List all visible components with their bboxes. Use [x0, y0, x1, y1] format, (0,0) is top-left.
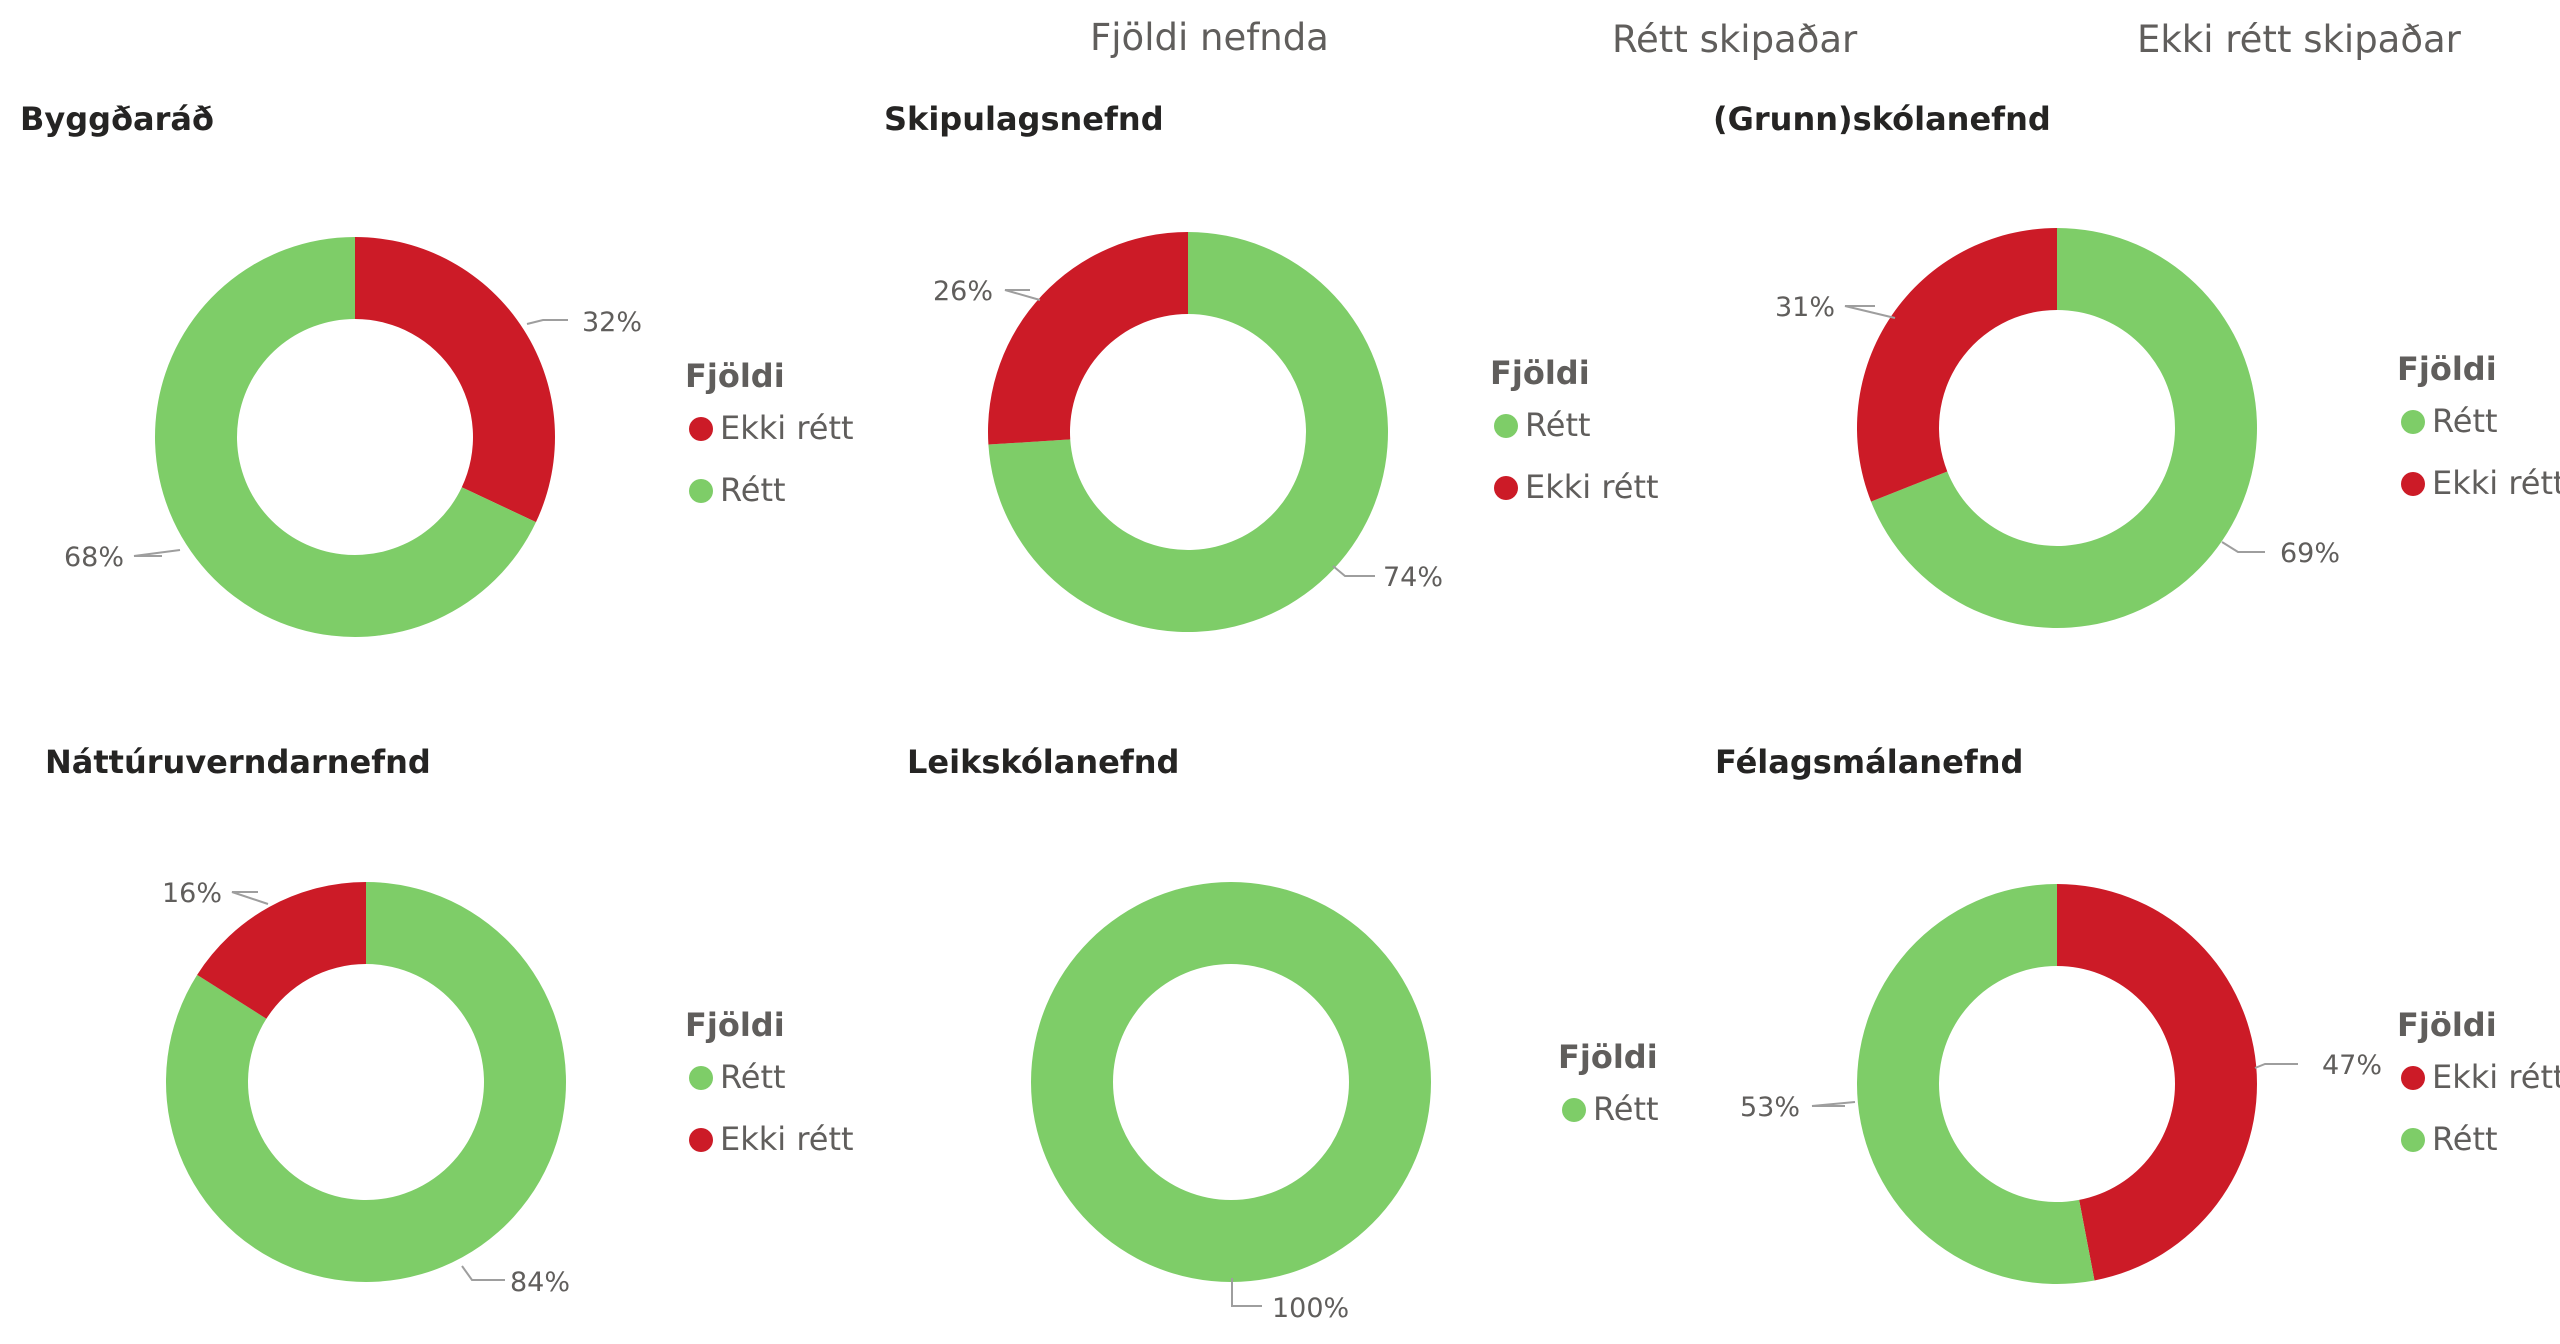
data-label: 31%	[1775, 292, 1835, 323]
legend-marker	[2401, 1066, 2425, 1090]
slice-rett[interactable]	[154, 237, 536, 638]
legend-title: Fjöldi	[1490, 354, 1590, 392]
donut-chart-4: Náttúruverndarnefnd 84% 16% Fjöldi Rétt Ekki …	[45, 743, 854, 1298]
data-label: 68%	[64, 542, 124, 573]
legend-title: Fjöldi	[2397, 1006, 2497, 1044]
leader-line	[1004, 289, 1041, 301]
legend: Fjöldi Ekki rétt Rétt	[685, 357, 854, 509]
data-label: 32%	[582, 307, 642, 338]
slice-rett[interactable]	[988, 232, 1388, 632]
chart-title: Náttúruverndarnefnd	[45, 743, 431, 781]
legend: Fjöldi Rétt Ekki rétt	[685, 1006, 854, 1158]
slice-rett[interactable]	[165, 882, 567, 1282]
donut-chart-2: Skipulagsnefnd 74% 26% Fjöldi Rétt Ekki rétt	[884, 100, 1659, 632]
legend-marker	[689, 479, 713, 503]
data-label: 69%	[2280, 538, 2340, 569]
legend-item[interactable]: Ekki rétt	[720, 1120, 854, 1158]
legend-marker	[1562, 1098, 1586, 1122]
legend-marker	[2401, 472, 2425, 496]
legend-marker	[1494, 476, 1518, 500]
donut-chart-6: Félagsmálanefnd 47% 53% Fjöldi Ekki rétt Rétt	[1715, 743, 2560, 1284]
data-label: 47%	[2322, 1050, 2382, 1081]
legend: Fjöldi Rétt Ekki rétt	[2397, 350, 2560, 502]
legend-marker	[689, 1066, 713, 1090]
leader-line	[461, 1265, 505, 1281]
donut-chart-1: Byggðaráð 32% 68% Fjöldi Ekki rétt Rétt	[20, 100, 854, 638]
tab-rett-skipadar[interactable]: Rétt skipaðar	[1612, 18, 1858, 61]
leader-line	[1844, 305, 1896, 319]
slice-ekki-rett[interactable]	[988, 232, 1188, 445]
chart-title: (Grunn)skólanefnd	[1713, 100, 2051, 138]
legend-title: Fjöldi	[685, 1006, 785, 1044]
legend-item[interactable]: Rétt	[720, 1058, 786, 1096]
chart-title: Félagsmálanefnd	[1715, 743, 2023, 781]
legend-item[interactable]: Ekki rétt	[1525, 468, 1659, 506]
leader-line	[231, 891, 269, 905]
slice-ekki-rett[interactable]	[2057, 884, 2257, 1281]
legend-marker	[2401, 1128, 2425, 1152]
slice-rett[interactable]	[1031, 882, 1431, 1282]
slice-ekki-rett[interactable]	[355, 237, 555, 523]
legend: Fjöldi Ekki rétt Rétt	[2397, 1006, 2560, 1158]
legend-item[interactable]: Rétt	[2432, 402, 2498, 440]
legend: Fjöldi Rétt	[1558, 1038, 1659, 1128]
chart-title: Leikskólanefnd	[907, 743, 1179, 781]
legend-marker	[689, 417, 713, 441]
leader-line	[133, 549, 181, 557]
legend-marker	[1494, 414, 1518, 438]
legend-marker	[2401, 410, 2425, 434]
data-label: 26%	[933, 276, 993, 307]
leader-line	[1231, 1278, 1262, 1307]
leader-line	[526, 319, 568, 325]
donut-chart-3: (Grunn)skólanefnd 69% 31% Fjöldi Rétt Ekki ré…	[1713, 100, 2560, 628]
legend-item[interactable]: Rétt	[1525, 406, 1591, 444]
data-label: 16%	[162, 878, 222, 909]
legend-item[interactable]: Rétt	[720, 471, 786, 509]
leader-line	[2221, 541, 2265, 553]
legend-title: Fjöldi	[2397, 350, 2497, 388]
chart-title: Byggðaráð	[20, 100, 214, 138]
slice-rett[interactable]	[1856, 884, 2095, 1284]
slice-ekki-rett[interactable]	[197, 882, 366, 1019]
chart-title: Skipulagsnefnd	[884, 100, 1164, 138]
legend-title: Fjöldi	[685, 357, 785, 395]
legend-item[interactable]: Rétt	[1593, 1090, 1659, 1128]
data-label: 53%	[1740, 1092, 1800, 1123]
legend-item[interactable]: Ekki rétt	[2432, 464, 2560, 502]
data-label: 74%	[1383, 562, 1443, 593]
leader-line	[1811, 1101, 1856, 1107]
leader-line	[2254, 1063, 2298, 1069]
slice-rett[interactable]	[1871, 228, 2258, 628]
donut-chart-5: Leikskólanefnd 100% Fjöldi Rétt	[907, 743, 1659, 1324]
legend-item[interactable]: Ekki rétt	[2432, 1058, 2560, 1096]
legend-marker	[689, 1128, 713, 1152]
tab-fjoldi-nefnda[interactable]: Fjöldi nefnda	[1090, 16, 1329, 59]
data-label: 100%	[1272, 1293, 1349, 1324]
tab-ekki-rett-skipadar[interactable]: Ekki rétt skipaðar	[2137, 18, 2461, 61]
data-label: 84%	[510, 1267, 570, 1298]
leader-line	[1332, 565, 1375, 577]
legend-item[interactable]: Rétt	[2432, 1120, 2498, 1158]
legend-title: Fjöldi	[1558, 1038, 1658, 1076]
slice-ekki-rett[interactable]	[1857, 228, 2057, 502]
legend-item[interactable]: Ekki rétt	[720, 409, 854, 447]
legend: Fjöldi Rétt Ekki rétt	[1490, 354, 1659, 506]
